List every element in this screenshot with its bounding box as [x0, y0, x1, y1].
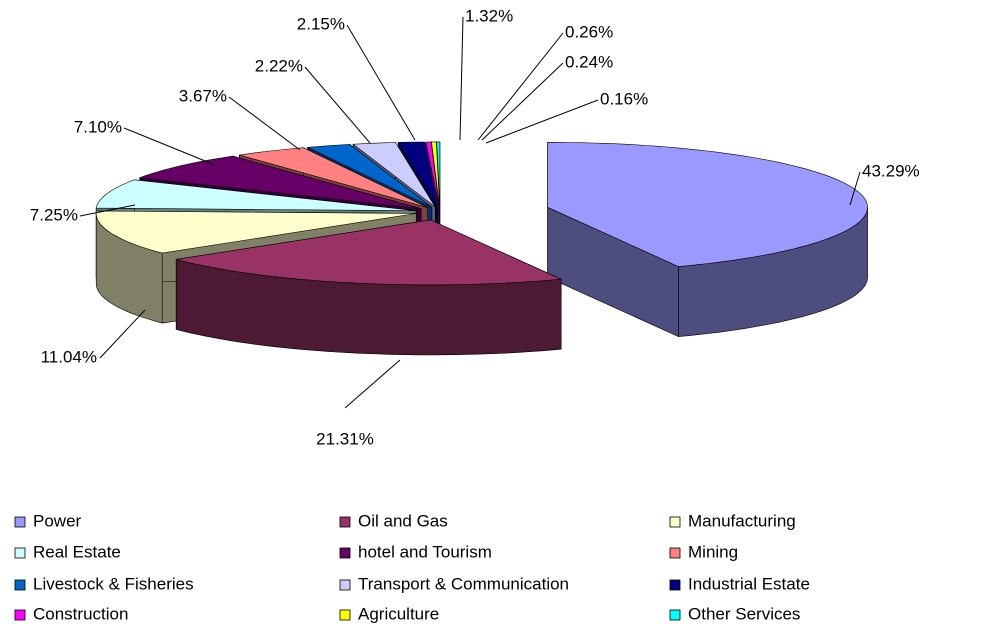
slice-top: [95, 210, 417, 254]
data-label: 2.15%: [297, 14, 345, 33]
slice-top: [239, 147, 428, 208]
slice-top: [139, 155, 422, 209]
legend-swatch: [669, 609, 681, 621]
slice-top: [95, 179, 416, 211]
slice-top: [306, 144, 433, 208]
legend-swatch: [339, 547, 351, 559]
data-label: 0.26%: [565, 22, 613, 41]
slice-top: [176, 219, 563, 286]
legend-label: Transport & Communication: [358, 574, 569, 593]
legend-swatch: [14, 609, 26, 621]
data-label: 7.25%: [30, 205, 78, 224]
legend-swatch: [339, 609, 351, 621]
legend-swatch: [669, 547, 681, 559]
data-label: 1.32%: [465, 6, 513, 25]
slice-top: [352, 142, 436, 208]
leader-line: [304, 66, 371, 144]
legend-label: Industrial Estate: [688, 574, 810, 593]
legend-swatch: [14, 516, 26, 528]
slice-top: [397, 141, 439, 208]
leader-line: [344, 359, 401, 409]
data-label: 7.10%: [74, 117, 122, 136]
legend-label: hotel and Tourism: [358, 542, 492, 561]
data-label: 3.67%: [179, 86, 227, 105]
slice-top: [431, 141, 440, 207]
legend-label: Manufacturing: [688, 511, 796, 530]
leader-line: [481, 62, 564, 141]
leader-line: [477, 32, 564, 141]
legend-swatch: [669, 516, 681, 528]
legend-label: Agriculture: [358, 604, 439, 623]
legend-swatch: [14, 547, 26, 559]
leader-line: [459, 16, 464, 141]
pie-slice: [547, 141, 868, 338]
legend-label: Power: [33, 511, 82, 530]
leader-line: [99, 309, 146, 359]
slice-top: [547, 141, 868, 267]
legend-label: Construction: [33, 604, 128, 623]
slice-top: [425, 141, 440, 207]
legend-label: Oil and Gas: [358, 511, 448, 530]
leader-line: [346, 24, 416, 141]
legend-label: Livestock & Fisheries: [33, 574, 194, 593]
leader-line: [849, 171, 861, 206]
data-label: 11.04%: [41, 347, 97, 366]
legend-swatch: [669, 579, 681, 591]
slice-top: [436, 141, 441, 207]
leader-line: [123, 127, 216, 166]
data-label: 0.16%: [600, 89, 648, 108]
leader-line: [79, 204, 136, 217]
pie-slice: [175, 219, 563, 356]
data-label: 0.24%: [565, 52, 613, 71]
legend-swatch: [339, 579, 351, 591]
data-label: 43.29%: [862, 161, 920, 180]
legend-label: Other Services: [688, 604, 800, 623]
leader-line: [228, 96, 301, 151]
legend-label: Real Estate: [33, 542, 121, 561]
legend-swatch: [339, 516, 351, 528]
data-label: 21.31%: [316, 429, 374, 448]
leader-line: [485, 99, 599, 144]
legend-label: Mining: [688, 542, 738, 561]
legend-swatch: [14, 579, 26, 591]
data-label: 2.22%: [255, 56, 303, 75]
